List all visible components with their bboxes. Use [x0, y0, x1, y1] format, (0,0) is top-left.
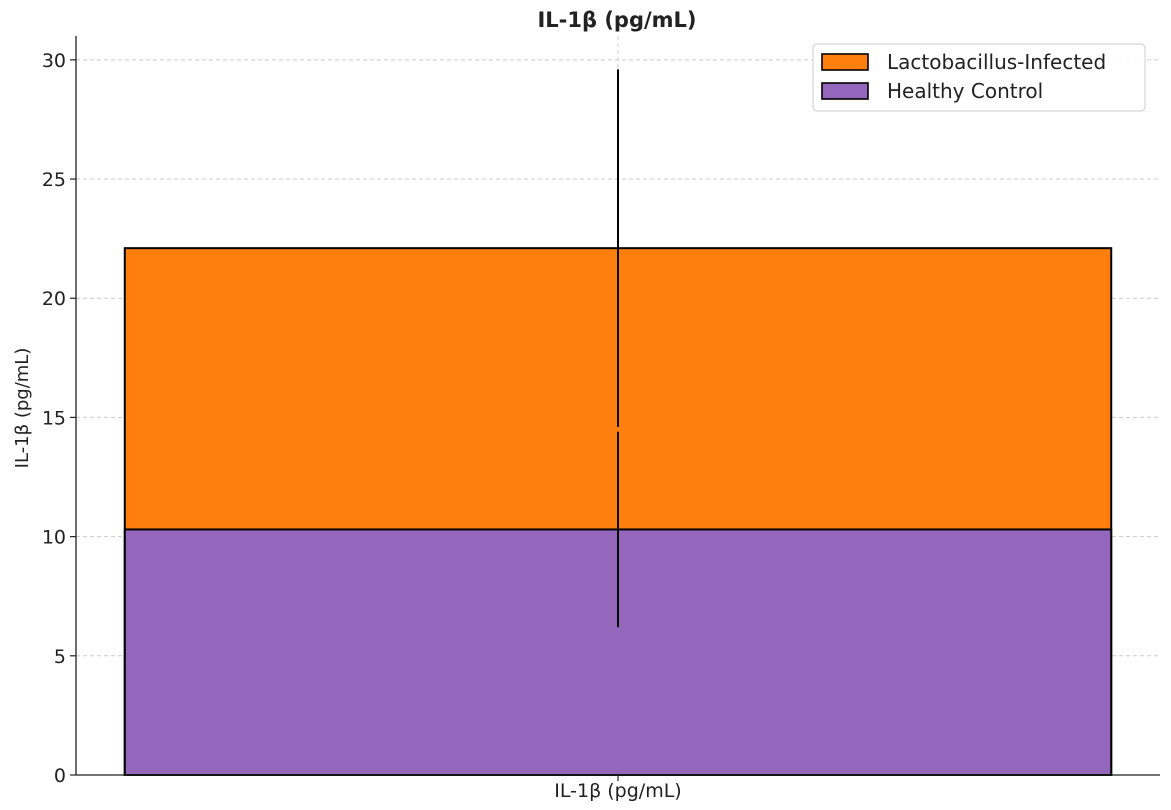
- y-tick-label: 15: [42, 407, 66, 429]
- legend-box: [812, 43, 1146, 112]
- legend-label: Healthy Control: [887, 79, 1043, 103]
- y-tick-label: 0: [54, 765, 66, 787]
- x-tick-label: IL-1β (pg/mL): [554, 780, 681, 802]
- y-tick-label: 30: [42, 50, 66, 72]
- y-tick-label: 20: [42, 288, 66, 310]
- legend-swatch: [821, 53, 869, 71]
- legend-swatch: [821, 82, 869, 100]
- chart-title: IL-1β (pg/mL): [537, 8, 696, 32]
- legend: Lactobacillus-Infected Healthy Control: [812, 43, 1146, 112]
- y-tick-label: 5: [54, 646, 66, 668]
- tick-layer: 0 5 10 15 20 25 30 IL-1β (pg/mL): [42, 50, 682, 802]
- y-axis-label: IL-1β (pg/mL): [12, 348, 33, 469]
- y-tick-label: 10: [42, 527, 66, 549]
- y-tick-label: 25: [42, 169, 66, 191]
- legend-label: Lactobacillus-Infected: [887, 50, 1106, 74]
